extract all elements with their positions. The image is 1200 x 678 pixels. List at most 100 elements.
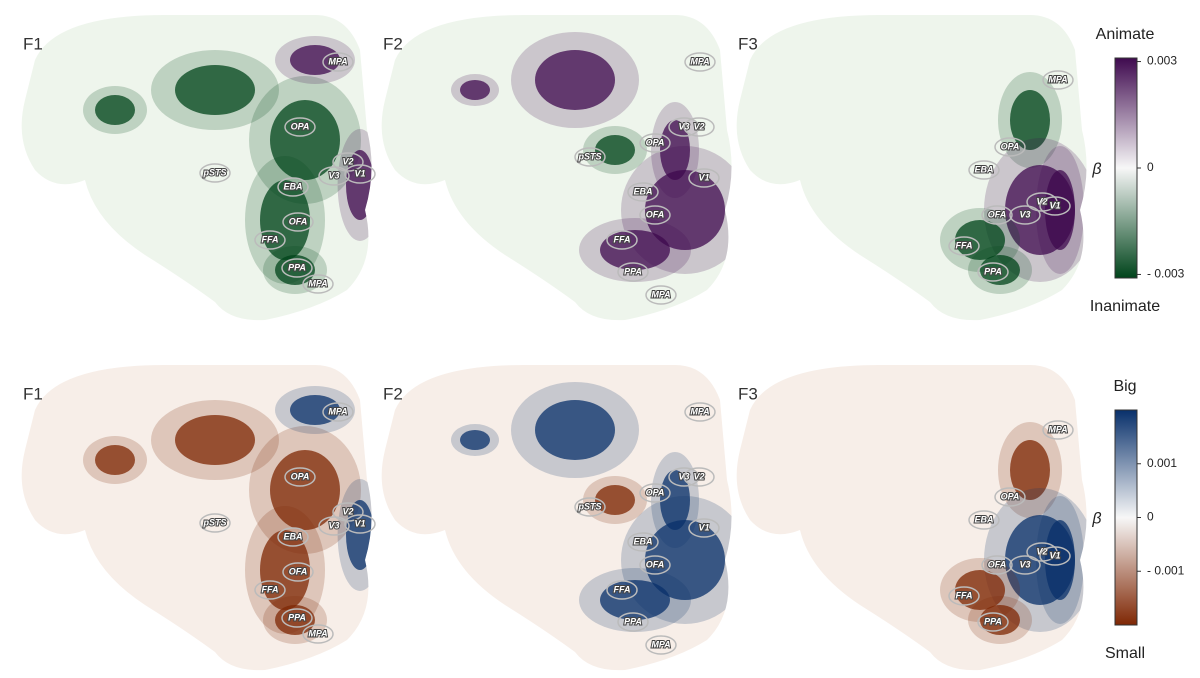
panel-label: F2: [383, 34, 403, 53]
panel-label: F2: [383, 384, 403, 403]
activation-halo: [583, 476, 647, 524]
activation-halo: [998, 72, 1062, 168]
roi-label: OFA: [646, 209, 665, 219]
panel-label: F3: [738, 384, 758, 403]
roi-outline: [254, 230, 286, 250]
roi-outline: [981, 205, 1013, 225]
roi-outline: [948, 236, 980, 256]
activation-blob: [290, 395, 340, 425]
activation-halo: [579, 568, 691, 632]
activation-halo: [245, 156, 325, 284]
activation-blob: [1045, 520, 1075, 600]
roi-outline: [639, 483, 671, 503]
roi-outline: [318, 516, 350, 536]
roi-label: V1: [354, 168, 365, 178]
roi-outline: [948, 586, 980, 606]
roi-outline: [627, 182, 659, 202]
roi-label: MPA: [308, 628, 327, 638]
roi-outline: [322, 52, 354, 72]
colorbar: [1114, 409, 1138, 626]
activation-blob: [955, 570, 1005, 610]
roi-label: FFA: [262, 234, 279, 244]
roi-outline: [639, 205, 671, 225]
activation-halo: [451, 74, 499, 106]
roi-label: OFA: [289, 566, 308, 576]
roi-label: OPA: [1001, 491, 1020, 501]
roi-label: EBA: [974, 514, 993, 524]
roi-outline: [668, 467, 700, 487]
roi-label: EBA: [633, 186, 652, 196]
roi-label: MPA: [328, 56, 347, 66]
roi-label: V1: [354, 518, 365, 528]
activation-halo: [968, 246, 1032, 294]
roi-outline: [977, 612, 1009, 632]
roi-outline: [639, 133, 671, 153]
panel-label: F1: [23, 34, 43, 53]
activation-halo: [249, 76, 361, 204]
activation-blob: [535, 50, 615, 110]
roi-label: V3: [328, 170, 339, 180]
roi-label: PPA: [288, 262, 306, 272]
roi-label: FFA: [614, 584, 631, 594]
roi-label: FFA: [956, 240, 973, 250]
roi-outline: [284, 117, 316, 137]
roi-label: OFA: [289, 216, 308, 226]
roi-outline: [639, 555, 671, 575]
activation-halo: [263, 596, 327, 644]
activation-halo: [583, 126, 647, 174]
activation-blob: [955, 220, 1005, 260]
roi-label: PPA: [288, 612, 306, 622]
roi-label: PPA: [624, 616, 642, 626]
roi-label: V1: [1049, 200, 1060, 210]
activation-halo: [337, 129, 372, 241]
colorbar-tick-label: - 0.001: [1147, 563, 1185, 577]
roi-label: pSTS: [202, 167, 226, 177]
activation-blob: [1010, 90, 1050, 150]
roi-label: MPA: [1048, 424, 1067, 434]
roi-outline: [1039, 196, 1071, 216]
activation-halo: [998, 422, 1062, 518]
activation-blob: [175, 65, 255, 115]
roi-label: V3: [1019, 559, 1030, 569]
activation-halo: [249, 426, 361, 554]
activation: [451, 32, 732, 282]
colorbar-tick-label: 0: [1147, 160, 1154, 174]
activation-blob: [645, 170, 725, 250]
roi-label: FFA: [262, 584, 279, 594]
activation-halo: [984, 488, 1087, 632]
roi-label: EBA: [283, 531, 302, 541]
roi-label: OFA: [988, 209, 1007, 219]
roi-outline: [332, 152, 364, 172]
roi-outline: [684, 52, 716, 72]
roi-outline: [617, 612, 649, 632]
roi-outline: [688, 168, 720, 188]
colorbar-top-label: Animate: [1096, 26, 1155, 43]
roi-outline: [281, 608, 313, 628]
roi-label: pSTS: [577, 501, 601, 511]
roi-outline: [1009, 205, 1041, 225]
roi-label: V3: [328, 520, 339, 530]
colorbar-symbol: β: [1091, 511, 1101, 528]
colorbar-tick-label: 0.001: [1147, 456, 1177, 470]
roi-label: PPA: [984, 266, 1002, 276]
activation-blob: [346, 500, 372, 570]
roi-outline: [254, 580, 286, 600]
activation-halo: [451, 424, 499, 456]
activation: [940, 422, 1087, 644]
activation-halo: [151, 50, 279, 130]
roi-outline: [1039, 546, 1071, 566]
roi-outline: [668, 117, 700, 137]
activation-halo: [1036, 496, 1084, 624]
activation: [940, 72, 1087, 294]
roi-label: EBA: [283, 181, 302, 191]
roi-label: EBA: [633, 536, 652, 546]
activation-halo: [151, 400, 279, 480]
activation-blob: [460, 430, 490, 450]
activation-blob: [1010, 440, 1050, 500]
roi-label: OPA: [291, 471, 310, 481]
roi-outline: [302, 624, 334, 644]
